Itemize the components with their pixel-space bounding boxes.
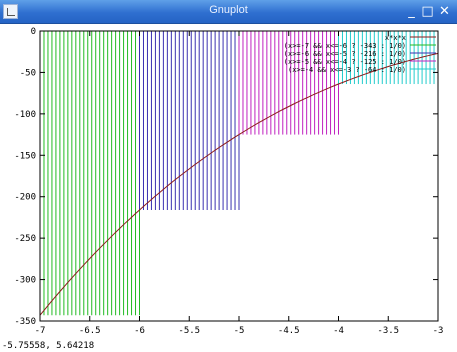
- legend-label-series-2: (x>=-7 && x<=-6 ? -343 : 1/0): [284, 42, 406, 50]
- status-bar: -5.75558, 5.64218: [0, 340, 457, 352]
- gnuplot-app-icon[interactable]: [3, 4, 18, 19]
- x-tick-label: -4: [333, 326, 344, 336]
- x-tick-label: -5.5: [178, 326, 200, 336]
- gnuplot-chart: -7 -6.5 -6 -5.5 -5 -4.5 -4 -3.5 -3 0 -50 -100 -150 -2…: [14, 27, 444, 336]
- plot-area[interactable]: -7 -6.5 -6 -5.5 -5 -4.5 -4 -3.5 -3 0 -50 -100 -150 -2…: [0, 24, 457, 342]
- y-tick-label: -250: [14, 234, 36, 244]
- legend-label-series-1: x*x*x: [385, 34, 406, 42]
- y-tick-label: -100: [14, 110, 36, 120]
- y-tick-label: -150: [14, 151, 36, 161]
- x-tick-label: -3: [433, 326, 444, 336]
- title-bar: Gnuplot _ □ ✕: [0, 0, 457, 24]
- minimize-icon[interactable]: _: [408, 4, 415, 19]
- y-tick-label: 0: [31, 27, 36, 37]
- x-tick-label: -5: [234, 326, 245, 336]
- legend-label-series-4: (x>=-5 && x<=-4 ? -125 : 1/0): [284, 58, 406, 66]
- x-tick-label: -6: [134, 326, 145, 336]
- legend-label-series-3: (x>=-6 && x<=-5 ? -216 : 1/0): [284, 50, 406, 58]
- x-tick-label: -6.5: [79, 326, 101, 336]
- close-icon[interactable]: ✕: [439, 4, 450, 19]
- y-tick-label: -200: [14, 193, 36, 203]
- x-tick-label: -7: [35, 326, 46, 336]
- x-tick-label: -3.5: [377, 326, 399, 336]
- legend-label-series-5: (x>=-4 && x<=-3 ? -64 : 1/0): [288, 66, 406, 74]
- maximize-icon[interactable]: □: [421, 4, 434, 19]
- y-tick-label: -350: [14, 317, 36, 327]
- x-tick-label: -4.5: [278, 326, 300, 336]
- y-tick-label: -300: [14, 276, 36, 286]
- y-tick-label: -50: [20, 68, 36, 78]
- window-title: Gnuplot: [209, 4, 248, 16]
- function-curve: [39, 52, 439, 316]
- coordinates-readout: -5.75558, 5.64218: [2, 341, 95, 351]
